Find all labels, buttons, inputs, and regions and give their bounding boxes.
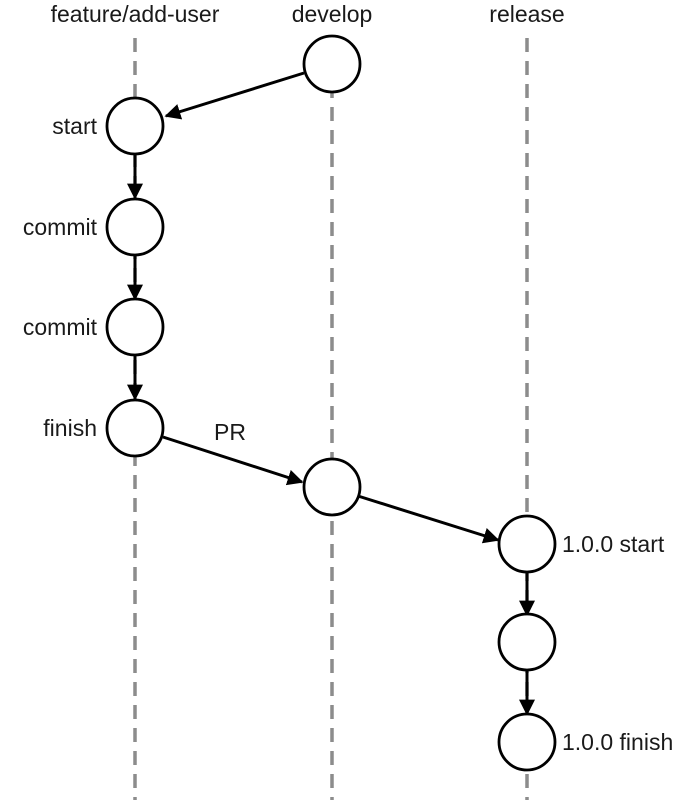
edge-finish-to-develop-pr [162,435,304,486]
node-label-finish: finish [43,415,97,441]
node-develop-2 [302,457,362,517]
node-feature-commit-1 [105,197,165,257]
node-release-start [497,514,557,574]
edge-label-pr: PR [214,419,246,445]
node-feature-start [105,96,165,156]
node-label-release-finish: 1.0.0 finish [562,729,673,755]
node-feature-finish [105,398,165,458]
node-feature-commit-2 [105,297,165,357]
edge-develop-to-release [357,494,500,544]
node-label-commit-1: commit [23,214,98,240]
node-release-mid [497,612,557,672]
node-develop-1 [302,34,362,94]
edges [127,71,535,716]
node-release-finish [497,712,557,772]
lane-label-release: release [489,1,564,27]
edge-develop-to-start [164,71,305,120]
lane-label-feature: feature/add-user [51,1,220,27]
node-label-start: start [52,113,97,139]
node-label-release-start: 1.0.0 start [562,531,665,557]
lane-label-develop: develop [292,1,373,27]
node-label-commit-2: commit [23,314,98,340]
